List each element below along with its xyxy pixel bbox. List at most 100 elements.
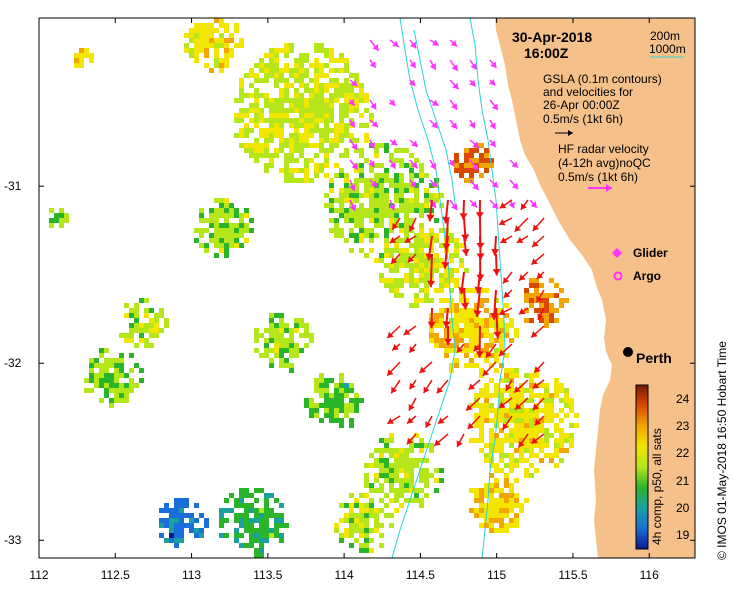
sst-pixel: [394, 198, 399, 203]
sst-pixel: [569, 398, 574, 403]
sst-pixel: [464, 178, 469, 183]
sst-pixel: [409, 268, 414, 273]
sst-pixel: [394, 508, 399, 513]
sst-pixel: [214, 48, 219, 53]
sst-pixel: [264, 133, 269, 138]
sst-pixel: [404, 468, 409, 473]
sst-pixel: [179, 513, 184, 518]
sst-pixel: [369, 228, 374, 233]
sst-pixel: [429, 228, 434, 233]
sst-pixel: [219, 63, 224, 68]
sst-pixel: [544, 298, 549, 303]
sst-pixel: [439, 343, 444, 348]
sst-pixel: [464, 308, 469, 313]
sst-pixel: [299, 113, 304, 118]
sst-pixel: [414, 488, 419, 493]
sst-pixel: [259, 93, 264, 98]
sst-pixel: [404, 273, 409, 278]
sst-pixel: [304, 103, 309, 108]
sst-pixel: [474, 438, 479, 443]
sst-pixel: [559, 418, 564, 423]
sst-pixel: [489, 363, 494, 368]
sst-pixel: [384, 493, 389, 498]
sst-pixel: [334, 528, 339, 533]
sst-pixel: [304, 328, 309, 333]
sst-pixel: [139, 328, 144, 333]
sst-pixel: [304, 158, 309, 163]
sst-pixel: [254, 338, 259, 343]
sst-pixel: [209, 33, 214, 38]
sst-pixel: [334, 198, 339, 203]
sst-pixel: [374, 163, 379, 168]
sst-pixel: [524, 288, 529, 293]
radar-velocity-arrow: [499, 199, 513, 209]
sst-pixel: [259, 143, 264, 148]
sst-pixel: [269, 53, 274, 58]
sst-pixel: [204, 48, 209, 53]
sst-pixel: [294, 108, 299, 113]
sst-pixel: [339, 398, 344, 403]
sst-pixel: [234, 538, 239, 543]
sst-pixel: [294, 63, 299, 68]
sst-pixel: [294, 323, 299, 328]
sst-pixel: [344, 413, 349, 418]
sst-pixel: [239, 118, 244, 123]
sst-pixel: [559, 383, 564, 388]
sst-pixel: [319, 143, 324, 148]
sst-pixel: [464, 363, 469, 368]
sst-pixel: [469, 488, 474, 493]
colorbar-label: 4h comp, p50, all sats: [650, 428, 664, 545]
sst-pixel: [129, 308, 134, 313]
sst-pixel: [269, 318, 274, 323]
sst-pixel: [119, 358, 124, 363]
sst-pixel: [184, 48, 189, 53]
sst-pixel: [479, 163, 484, 168]
sst-pixel: [479, 303, 484, 308]
sst-pixel: [234, 23, 239, 28]
hf-velocity-arrow: [489, 179, 499, 189]
sst-pixel: [339, 123, 344, 128]
sst-pixel: [339, 408, 344, 413]
sst-pixel: [299, 108, 304, 113]
sst-pixel: [134, 328, 139, 333]
sst-pixel: [339, 153, 344, 158]
x-tick-label: 115.5: [558, 568, 588, 582]
sst-pixel: [529, 373, 534, 378]
sst-pixel: [269, 163, 274, 168]
sst-pixel: [239, 233, 244, 238]
sst-pixel: [344, 178, 349, 183]
sst-pixel: [424, 298, 429, 303]
sst-pixel: [344, 128, 349, 133]
sst-pixel: [394, 453, 399, 458]
sst-pixel: [289, 123, 294, 128]
sst-pixel: [509, 413, 514, 418]
sst-pixel: [169, 533, 174, 538]
sst-pixel: [369, 233, 374, 238]
sst-pixel: [409, 223, 414, 228]
sst-pixel: [489, 428, 494, 433]
sst-pixel: [409, 273, 414, 278]
sst-pixel: [334, 78, 339, 83]
sst-pixel: [259, 528, 264, 533]
sst-pixel: [84, 388, 89, 393]
sst-pixel: [284, 168, 289, 173]
sst-pixel: [404, 453, 409, 458]
sst-pixel: [389, 523, 394, 528]
sst-pixel: [389, 453, 394, 458]
contour-200m: [469, 18, 506, 558]
sst-pixel: [194, 33, 199, 38]
sst-pixel: [354, 103, 359, 108]
sst-pixel: [339, 88, 344, 93]
sst-pixel: [494, 393, 499, 398]
sst-pixel: [504, 413, 509, 418]
sst-pixel: [509, 468, 514, 473]
sst-pixel: [394, 473, 399, 478]
sst-pixel: [499, 348, 504, 353]
sst-pixel: [464, 343, 469, 348]
sst-pixel: [319, 93, 324, 98]
sst-pixel: [294, 123, 299, 128]
sst-pixel: [154, 318, 159, 323]
sst-pixel: [284, 113, 289, 118]
sst-pixel: [229, 208, 234, 213]
sst-pixel: [399, 203, 404, 208]
